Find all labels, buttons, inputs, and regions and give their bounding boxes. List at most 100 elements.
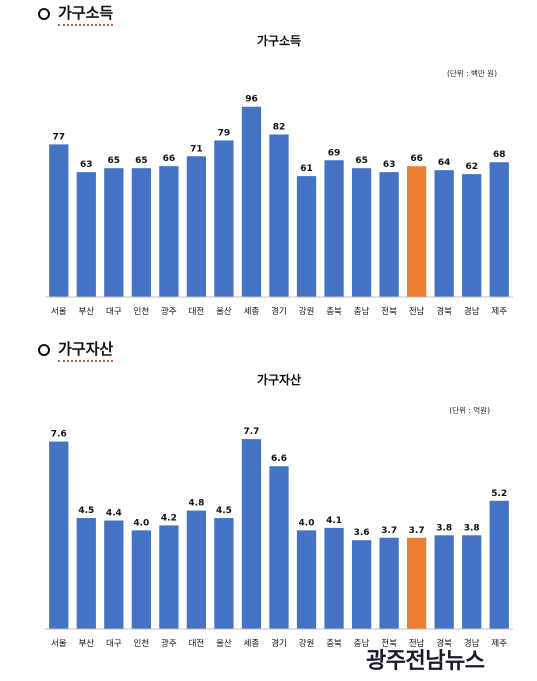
category-label: 대전 [189,306,205,317]
value-label: 77 [52,132,65,142]
bar-대전 [186,156,207,297]
bar-경북 [434,535,454,629]
circle-bullet-icon [38,344,50,356]
bar-충남 [351,168,372,297]
value-label: 68 [493,150,506,160]
value-label: 4.5 [216,506,232,516]
value-label: 66 [163,154,176,164]
bar-인천 [131,168,151,297]
value-label: 96 [245,95,258,105]
value-label: 3.6 [354,528,370,538]
bar-세종 [241,439,262,629]
watermark-logo: 광주전남뉴스 [366,649,485,674]
category-label: 제주 [491,639,507,649]
value-label: 7.6 [51,430,67,440]
category-label: 대구 [106,307,122,317]
value-label: 62 [465,162,478,172]
value-label: 71 [190,144,203,154]
category-label: 충남 [354,639,370,649]
section-heading-assets: 가구자산 [38,338,114,362]
category-label: 대전 [189,638,205,649]
value-label: 65 [135,156,148,166]
category-label: 경남 [464,306,480,317]
category-label: 서울 [51,639,67,649]
category-label: 울산 [216,638,232,649]
category-label: 광주 [161,306,177,317]
category-label: 인천 [134,306,150,317]
value-label: 64 [438,158,451,168]
value-label: 3.7 [381,526,397,536]
category-label: 전북 [381,638,397,649]
income-bar-chart: 가구소득 (단위 : 백만 원) 77 서울 63 부산 65 대구 65 인천 66 광주 71 대전 7… [45,33,513,317]
bar-서울 [49,144,69,297]
category-label: 부산 [78,638,94,649]
bar-전남 [407,166,427,297]
bar-대구 [104,520,124,629]
value-label: 65 [108,156,121,166]
section-heading-text: 가구소득 [58,2,114,26]
value-label: 4.0 [133,518,149,528]
bar-울산 [214,518,234,629]
value-label: 5.2 [491,489,507,499]
category-label: 서울 [51,307,67,317]
circle-bullet-icon [38,8,50,20]
chart-unit-label: (단위 : 억원) [449,405,490,415]
value-label: 4.4 [106,508,122,518]
value-label: 6.6 [271,454,287,464]
category-label: 전남 [409,306,425,317]
bar-강원 [296,176,317,297]
section-heading-income: 가구소득 [38,2,114,26]
chart-unit-label: (단위 : 백만 원) [447,68,497,78]
category-label: 충남 [354,307,370,317]
category-label: 부산 [78,306,94,317]
value-label: 4.5 [78,506,94,516]
value-label: 66 [410,154,423,164]
value-label: 63 [80,160,93,170]
bar-경기 [269,134,289,297]
bar-대구 [104,168,124,297]
value-label: 7.7 [243,427,259,437]
bar-부산 [76,518,96,629]
category-label: 세종 [244,639,260,649]
category-label: 전남 [409,638,425,649]
bar-부산 [76,172,96,297]
value-label: 69 [328,148,341,158]
category-label: 인천 [134,638,150,649]
value-label: 4.8 [188,499,204,509]
value-label: 3.8 [464,523,480,533]
category-label: 울산 [216,306,232,317]
category-label: 경북 [436,306,452,317]
bar-제주 [489,162,509,297]
category-label: 충북 [326,639,342,649]
bar-강원 [296,530,317,629]
category-label: 경북 [436,638,452,649]
value-label: 3.7 [409,526,425,536]
bar-충남 [351,540,372,629]
category-label: 경기 [271,306,287,317]
value-label: 61 [300,164,313,174]
bar-경기 [269,466,289,629]
bar-전북 [379,537,399,629]
category-label: 전북 [381,306,397,317]
bar-충북 [324,527,344,629]
bar-울산 [214,140,234,297]
bar-광주 [159,525,179,629]
bar-전남 [407,537,427,629]
bar-서울 [49,441,69,629]
bar-광주 [159,166,179,297]
value-label: 79 [218,128,231,138]
value-label: 4.0 [299,518,315,528]
category-label: 세종 [244,307,260,317]
value-label: 4.2 [161,513,177,523]
bar-경남 [462,174,482,297]
bar-세종 [241,106,262,297]
value-label: 65 [355,156,368,166]
category-label: 경기 [271,638,287,649]
value-label: 3.8 [436,523,452,533]
bar-대전 [186,510,207,629]
category-label: 대구 [106,639,122,649]
category-label: 제주 [491,307,507,317]
bar-제주 [489,500,509,629]
value-label: 63 [383,160,396,170]
